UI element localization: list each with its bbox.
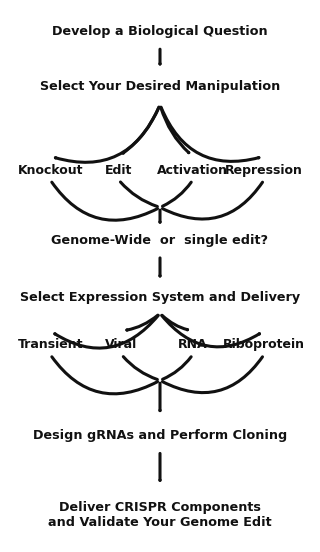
Text: Select Expression System and Delivery: Select Expression System and Delivery	[20, 291, 300, 305]
Text: Select Your Desired Manipulation: Select Your Desired Manipulation	[40, 80, 280, 93]
Text: Design gRNAs and Perform Cloning: Design gRNAs and Perform Cloning	[33, 429, 287, 442]
Text: Genome-Wide  or  single edit?: Genome-Wide or single edit?	[52, 234, 268, 247]
Text: Knockout: Knockout	[18, 164, 83, 177]
Text: Viral: Viral	[105, 338, 138, 351]
Text: Deliver CRISPR Components
and Validate Your Genome Edit: Deliver CRISPR Components and Validate Y…	[48, 501, 272, 529]
Text: Edit: Edit	[105, 164, 132, 177]
Text: RNA: RNA	[178, 338, 208, 351]
Text: Activation: Activation	[157, 164, 228, 177]
Text: Develop a Biological Question: Develop a Biological Question	[52, 25, 268, 38]
Text: Transient: Transient	[18, 338, 83, 351]
Text: Repression: Repression	[225, 164, 303, 177]
Text: Riboprotein: Riboprotein	[223, 338, 305, 351]
